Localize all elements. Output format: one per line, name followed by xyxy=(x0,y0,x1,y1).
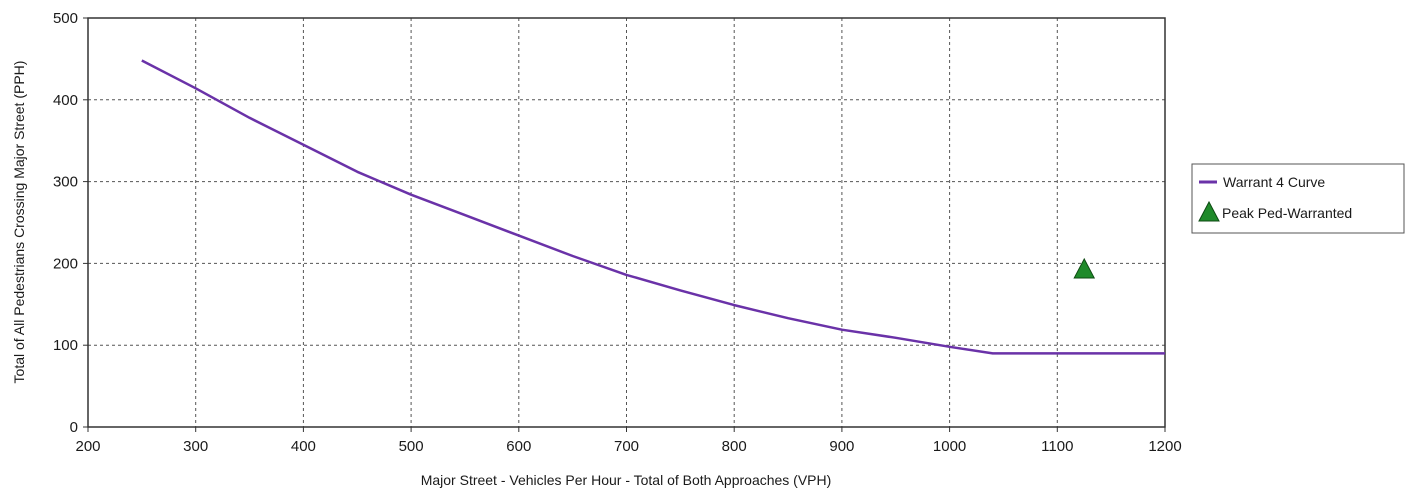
x-tick-label: 500 xyxy=(399,438,424,455)
x-tick-label: 1100 xyxy=(1041,438,1073,455)
x-tick-label: 1000 xyxy=(933,438,966,455)
series-line-warrant-4-curve xyxy=(142,61,1165,354)
x-tick-label: 200 xyxy=(75,438,100,455)
legend: Warrant 4 Curve Peak Ped-Warranted xyxy=(1192,164,1404,233)
x-tick-label: 400 xyxy=(291,438,316,455)
peak-ped-warranted-marker xyxy=(1074,259,1094,278)
legend-label-peak-ped: Peak Ped-Warranted xyxy=(1222,205,1352,221)
x-axis-ticks: 200 300 400 500 600 700 800 900 1000 1100 1200 xyxy=(75,427,1181,455)
x-tick-label: 900 xyxy=(829,438,854,455)
legend-label-warrant-curve: Warrant 4 Curve xyxy=(1223,174,1325,190)
x-tick-label: 600 xyxy=(506,438,531,455)
x-tick-label: 800 xyxy=(722,438,747,455)
y-tick-label: 100 xyxy=(53,337,78,354)
y-tick-label: 300 xyxy=(53,174,78,191)
y-axis-title: Total of All Pedestrians Crossing Major … xyxy=(11,61,27,384)
y-tick-label: 500 xyxy=(53,10,78,27)
x-tick-label: 700 xyxy=(614,438,639,455)
y-tick-label: 200 xyxy=(53,255,78,272)
y-tick-label: 0 xyxy=(70,419,78,436)
x-tick-label: 1200 xyxy=(1148,438,1181,455)
grid xyxy=(88,18,1165,427)
x-tick-label: 300 xyxy=(183,438,208,455)
y-axis-ticks: 0 100 200 300 400 500 xyxy=(53,10,88,436)
y-tick-label: 400 xyxy=(53,92,78,109)
series-layer xyxy=(142,61,1165,354)
x-axis-title: Major Street - Vehicles Per Hour - Total… xyxy=(421,472,832,488)
